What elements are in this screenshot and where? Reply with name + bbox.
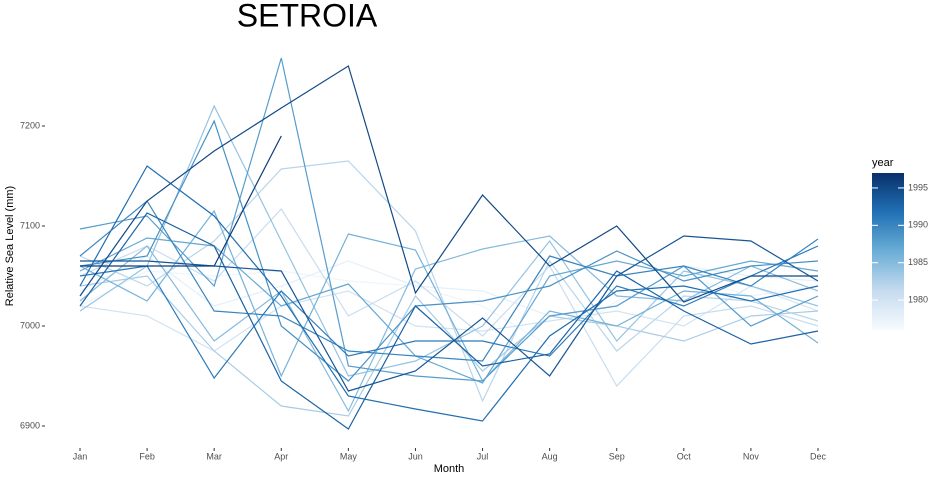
series-line: [80, 235, 819, 392]
x-tick-label: Oct: [677, 451, 692, 461]
y-tick-label: 7000: [20, 320, 40, 330]
x-tick-label: Mar: [206, 451, 222, 461]
colorbar: [872, 173, 904, 330]
colorbar-label: 1990: [908, 220, 928, 230]
x-axis-label: Month: [434, 463, 465, 475]
x-tick-label: Dec: [810, 451, 827, 461]
legend-title: year: [872, 157, 894, 169]
series-line: [79, 160, 819, 403]
x-tick-label: Sep: [609, 451, 625, 461]
series-line: [79, 235, 819, 413]
x-tick-label: May: [340, 451, 358, 461]
x-tick-label: Nov: [743, 451, 760, 461]
x-tick-label: Jun: [408, 451, 423, 461]
series-line: [79, 209, 819, 383]
colorbar-label: 1985: [908, 257, 928, 267]
x-tick-label: Feb: [139, 451, 155, 461]
x-tick-label: Jan: [73, 451, 88, 461]
x-tick-label: Apr: [274, 451, 288, 461]
series-line: [79, 275, 819, 417]
series-line: [79, 285, 819, 352]
series-line: [79, 237, 819, 384]
colorbar-label: 1995: [908, 182, 928, 192]
series-line: [79, 119, 819, 382]
y-tick-label: 7100: [20, 220, 40, 230]
x-tick-label: Aug: [542, 451, 558, 461]
series-line: [79, 245, 819, 380]
series-line: [79, 65, 818, 303]
colorbar-label: 1980: [908, 294, 928, 304]
series-line: [79, 255, 819, 317]
series-line: [80, 135, 282, 267]
y-tick-label: 7200: [20, 120, 40, 130]
y-axis-label: Relative Sea Level (mm): [4, 186, 16, 306]
series-line: [79, 212, 819, 430]
series-line: [79, 165, 819, 422]
y-tick-label: 6900: [20, 420, 40, 430]
series-line: [79, 57, 819, 382]
series-line: [79, 200, 819, 362]
chart-title: SETROIA: [237, 0, 378, 33]
x-tick-label: Jul: [477, 451, 489, 461]
